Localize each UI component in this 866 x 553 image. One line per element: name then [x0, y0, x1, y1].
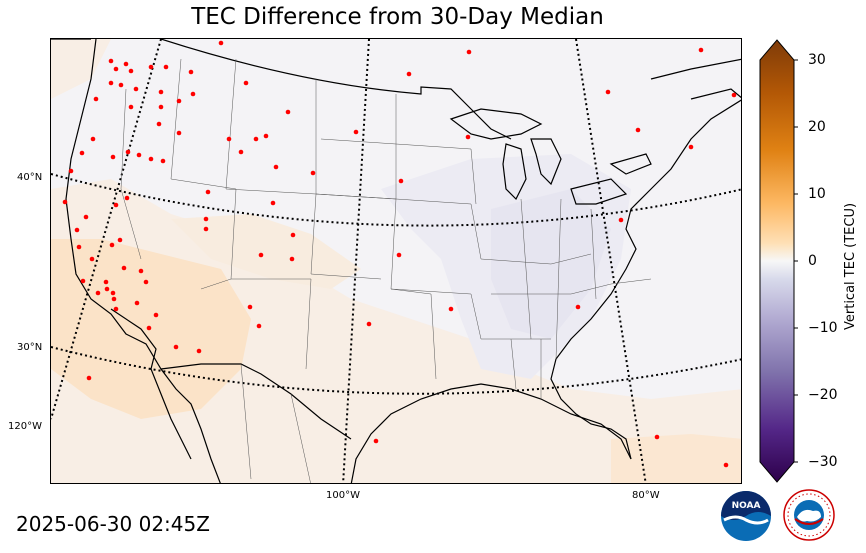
lat-label-40n: 40°N	[17, 172, 43, 183]
svg-text:NOAA: NOAA	[732, 501, 761, 511]
lat-label-30n: 30°N	[17, 342, 43, 353]
colorbar-tick-0: 0	[808, 253, 817, 269]
colorbar-tick-30: 30	[808, 52, 826, 68]
nws-logo-icon	[783, 489, 835, 541]
timestamp: 2025-06-30 02:45Z	[16, 512, 210, 536]
colorbar-tick-20: 20	[808, 119, 826, 135]
colorbar-tick-neg20: −20	[808, 387, 838, 403]
lon-label-100w: 100°W	[326, 490, 360, 501]
coastlines	[51, 39, 741, 483]
station-dots	[62, 40, 737, 468]
colorbar-tick-neg30: −30	[808, 454, 838, 470]
state-borders	[120, 58, 652, 483]
map-svg	[51, 39, 741, 483]
map-panel[interactable]	[50, 38, 742, 484]
colorbar	[759, 39, 798, 483]
chart-title: TEC Difference from 30-Day Median	[191, 4, 604, 30]
graticule	[51, 39, 741, 483]
colorbar-tick-neg10: −10	[808, 320, 838, 336]
colorbar-label: Vertical TEC (TECU)	[843, 202, 858, 330]
lon-label-80w: 80°W	[632, 490, 660, 501]
colorbar-tick-10: 10	[808, 186, 826, 202]
lon-label-120w: 120°W	[8, 421, 42, 432]
noaa-logo-icon: NOAA	[721, 491, 771, 541]
